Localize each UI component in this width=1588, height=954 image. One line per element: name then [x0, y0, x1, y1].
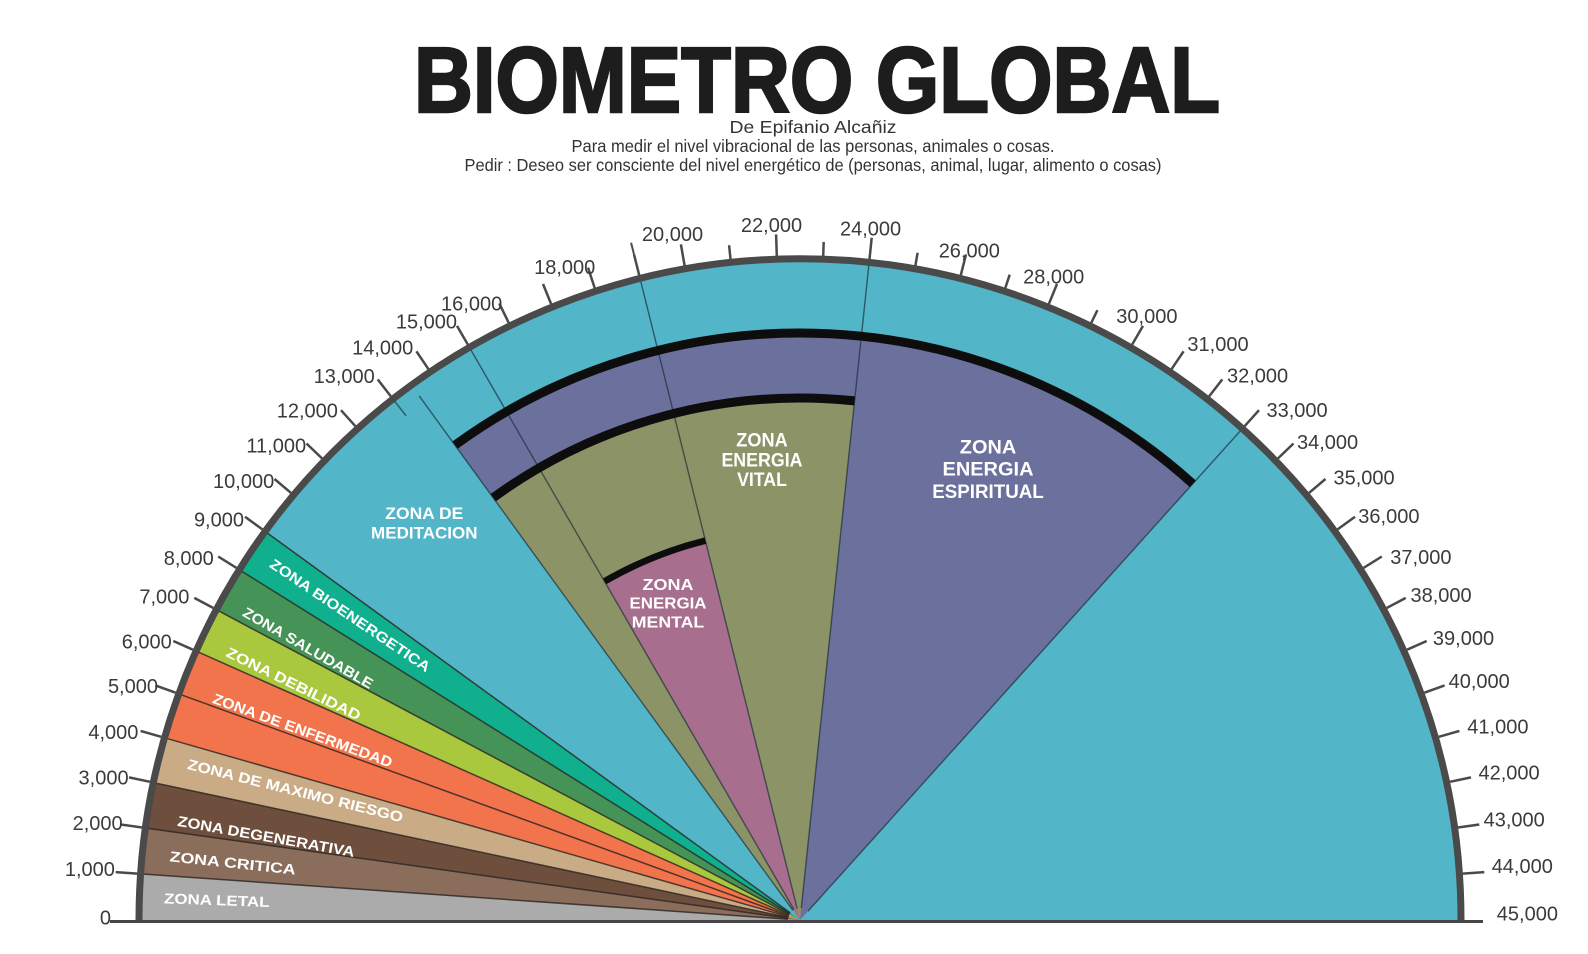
svg-text:VITAL: VITAL — [737, 470, 787, 491]
svg-text:6,000: 6,000 — [122, 632, 172, 654]
svg-text:ZONA DE: ZONA DE — [385, 505, 463, 523]
svg-text:31,000: 31,000 — [1187, 334, 1248, 356]
svg-text:13,000: 13,000 — [314, 366, 375, 388]
svg-text:3,000: 3,000 — [79, 768, 129, 790]
svg-text:0: 0 — [100, 907, 111, 929]
svg-text:ENERGIA: ENERGIA — [943, 460, 1034, 481]
svg-text:24,000: 24,000 — [840, 219, 901, 241]
svg-text:MENTAL: MENTAL — [632, 615, 705, 632]
svg-text:1,000: 1,000 — [65, 859, 115, 881]
svg-text:MEDITACION: MEDITACION — [371, 524, 478, 542]
svg-text:2,000: 2,000 — [73, 813, 123, 835]
svg-text:32,000: 32,000 — [1227, 366, 1288, 388]
svg-text:39,000: 39,000 — [1433, 628, 1494, 650]
svg-text:42,000: 42,000 — [1479, 762, 1540, 784]
svg-text:11,000: 11,000 — [246, 436, 306, 458]
svg-text:9,000: 9,000 — [194, 509, 244, 531]
svg-text:ZONA: ZONA — [643, 577, 694, 594]
svg-text:ZONA LETAL: ZONA LETAL — [164, 891, 270, 911]
svg-text:5,000: 5,000 — [108, 676, 158, 698]
svg-text:ENERGIA: ENERGIA — [630, 596, 707, 613]
svg-text:15,000: 15,000 — [396, 312, 457, 334]
svg-text:30,000: 30,000 — [1116, 306, 1177, 328]
svg-text:18,000: 18,000 — [534, 257, 595, 279]
svg-text:ZONA: ZONA — [960, 438, 1017, 459]
svg-text:ENERGIA: ENERGIA — [721, 450, 802, 471]
svg-text:Para medir el nivel vibraciona: Para medir el nivel vibracional de las p… — [572, 136, 1055, 156]
svg-text:20,000: 20,000 — [642, 224, 703, 246]
svg-text:De Epifanio Alcañiz: De Epifanio Alcañiz — [730, 117, 897, 137]
svg-text:41,000: 41,000 — [1467, 717, 1528, 739]
svg-text:38,000: 38,000 — [1411, 585, 1472, 607]
svg-text:43,000: 43,000 — [1484, 810, 1545, 832]
svg-text:33,000: 33,000 — [1267, 400, 1328, 422]
svg-text:37,000: 37,000 — [1390, 547, 1451, 569]
svg-text:36,000: 36,000 — [1358, 506, 1419, 528]
svg-text:34,000: 34,000 — [1297, 432, 1358, 454]
svg-text:4,000: 4,000 — [88, 722, 138, 744]
svg-text:8,000: 8,000 — [164, 548, 214, 570]
svg-text:28,000: 28,000 — [1023, 267, 1084, 289]
svg-text:BIOMETRO GLOBAL: BIOMETRO GLOBAL — [414, 28, 1220, 132]
svg-text:12,000: 12,000 — [277, 400, 338, 422]
svg-text:16,000: 16,000 — [441, 294, 502, 316]
svg-text:ESPIRITUAL: ESPIRITUAL — [932, 482, 1044, 503]
svg-text:44,000: 44,000 — [1492, 856, 1553, 878]
svg-text:35,000: 35,000 — [1334, 468, 1395, 490]
svg-text:7,000: 7,000 — [139, 587, 189, 609]
svg-text:14,000: 14,000 — [352, 338, 413, 360]
svg-text:45,000: 45,000 — [1497, 903, 1558, 925]
svg-text:26,000: 26,000 — [939, 241, 1000, 263]
svg-text:40,000: 40,000 — [1449, 671, 1510, 693]
svg-text:10,000: 10,000 — [213, 471, 274, 493]
svg-text:ZONA: ZONA — [736, 431, 788, 452]
svg-text:Pedir : Deseo ser consciente d: Pedir : Deseo ser consciente del nivel e… — [465, 155, 1162, 175]
svg-text:22,000: 22,000 — [741, 215, 802, 237]
